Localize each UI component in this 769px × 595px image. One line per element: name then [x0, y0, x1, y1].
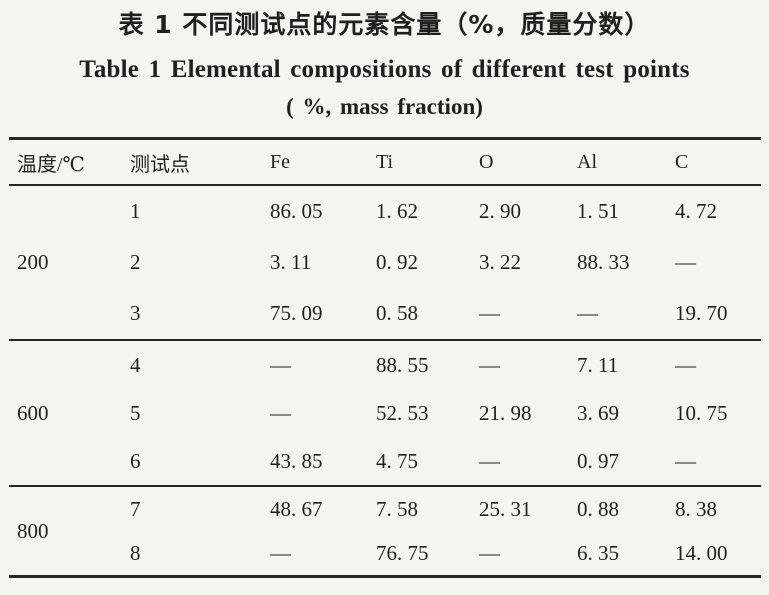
value-cell-c: 19. 70	[675, 288, 761, 341]
table-row-point-5: 5 — 52. 53 21. 98 3. 69 10. 75	[9, 389, 761, 437]
value-cell-c: —	[675, 352, 696, 377]
column-header-al: Al	[577, 137, 675, 186]
table-row-point-8: 8—76. 75—6. 35 14. 00	[9, 531, 761, 578]
value-cell-o: —	[479, 437, 577, 487]
caption-english-line1: Table 1 Elemental compositions of differ…	[79, 56, 690, 83]
value-cell-ti: 88. 55	[376, 352, 429, 377]
value-cell-fe: —	[270, 531, 376, 578]
table-row-point-3: 3 75. 09 0. 58— —19. 70	[9, 288, 761, 341]
value-cell-c: 14. 00	[675, 531, 761, 578]
elemental-composition-table: 温度/℃ 测试点 Fe Ti O Al C 200 1 86. 05 1. 62 2. 90 1. 5…	[9, 137, 761, 578]
table-caption: 表 1 不同测试点的元素含量（%，质量分数） Table 1 Elemental…	[0, 0, 769, 124]
value-cell-c: —	[675, 437, 761, 487]
value-cell-o: 3. 22	[479, 250, 521, 274]
value-cell-fe: 3. 11	[270, 250, 312, 274]
value-cell-fe: 43. 85	[270, 437, 376, 487]
value-cell-c: 8. 38	[675, 496, 717, 521]
test-point-cell: 7	[130, 496, 141, 521]
table-row-point-2: 2 3. 11 0. 92 3. 22 88. 33 —	[9, 237, 761, 288]
test-point-cell: 4	[130, 352, 141, 377]
table-row-point-6: 6 43. 85 4. 75—0. 97—	[9, 437, 761, 487]
value-cell-fe: 75. 09	[270, 288, 376, 341]
value-cell-ti: 76. 75	[376, 531, 479, 578]
test-point-cell: 5	[130, 400, 141, 425]
test-point-cell: 3	[130, 288, 270, 341]
temperature-cell-800: 800	[9, 486, 130, 578]
value-cell-o: —	[479, 288, 577, 341]
temperature-cell-600: 600	[9, 340, 130, 487]
value-cell-al: 0. 97	[577, 437, 675, 487]
value-cell-ti: 4. 75	[376, 437, 479, 487]
value-cell-fe: 86. 05	[270, 199, 323, 223]
test-point-cell: 6	[130, 437, 270, 487]
value-cell-o: 2. 90	[479, 199, 521, 223]
value-cell-o: 21. 98	[479, 400, 532, 425]
table-row-point-4: 600 4 — 88. 55 — 7. 11 —	[9, 340, 761, 487]
column-header-c: C	[675, 137, 761, 186]
table-row-point-7: 800 7 48. 67 7. 58 25. 31 0. 88 8. 38	[9, 486, 761, 578]
value-cell-ti: 52. 53	[376, 400, 429, 425]
value-cell-c: 4. 72	[675, 199, 717, 223]
temperature-cell-200: 200	[9, 185, 130, 341]
column-header-test-point: 测试点	[130, 137, 270, 186]
value-cell-al: 88. 33	[577, 250, 630, 274]
test-point-cell: 2	[130, 250, 141, 274]
column-header-o: O	[479, 137, 577, 186]
column-header-ti: Ti	[376, 137, 479, 186]
value-cell-al: 0. 88	[577, 496, 619, 521]
value-cell-al: 3. 69	[577, 400, 619, 425]
value-cell-al: 1. 51	[577, 199, 619, 223]
table-header-row: 温度/℃ 测试点 Fe Ti O Al C	[9, 137, 761, 186]
value-cell-c: 10. 75	[675, 400, 728, 425]
caption-english-line2: ( %, mass fraction)	[286, 94, 483, 119]
value-cell-o: 25. 31	[479, 496, 532, 521]
column-header-fe: Fe	[270, 137, 376, 186]
value-cell-al: —	[577, 288, 675, 341]
value-cell-c: —	[675, 250, 696, 274]
test-point-cell: 1	[130, 199, 141, 223]
value-cell-ti: 7. 58	[376, 496, 418, 521]
table-row-point-1: 200 1 86. 05 1. 62 2. 90 1. 51 4. 72	[9, 185, 761, 341]
test-point-cell: 8	[130, 531, 270, 578]
value-cell-fe: 48. 67	[270, 496, 323, 521]
value-cell-fe: —	[270, 352, 291, 377]
value-cell-fe: —	[270, 400, 291, 425]
value-cell-ti: 0. 92	[376, 250, 418, 274]
value-cell-al: 6. 35	[577, 531, 675, 578]
value-cell-o: —	[479, 531, 577, 578]
column-header-temperature: 温度/℃	[9, 137, 130, 186]
value-cell-al: 7. 11	[577, 352, 619, 377]
caption-chinese: 表 1 不同测试点的元素含量（%，质量分数）	[118, 10, 651, 39]
value-cell-o: —	[479, 352, 500, 377]
value-cell-ti: 1. 62	[376, 199, 418, 223]
value-cell-ti: 0. 58	[376, 288, 479, 341]
